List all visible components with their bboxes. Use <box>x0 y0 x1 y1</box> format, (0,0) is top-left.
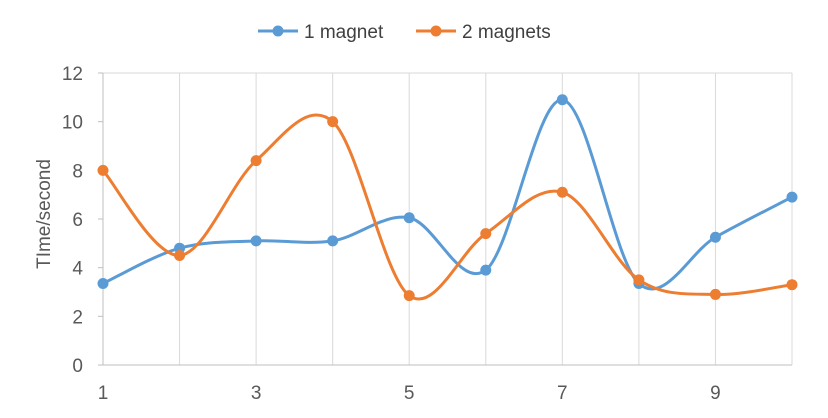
series-1 <box>97 94 798 291</box>
series-2-line <box>101 113 794 301</box>
gridlines <box>102 72 793 365</box>
x-axis-ticks: 1 3 5 7 9 <box>98 383 721 404</box>
y-axis-ticks: 0 2 4 6 8 10 12 <box>62 64 103 377</box>
y-tick-label-8: 8 <box>72 161 83 182</box>
y-tick-label-6: 6 <box>72 210 83 231</box>
x-tick-label-5: 5 <box>404 383 415 404</box>
legend: 1 magnet 2 magnets <box>258 22 551 43</box>
series-2-point-9 <box>709 288 721 300</box>
series-1-point-3 <box>250 235 262 247</box>
series-2-point-2 <box>174 250 186 261</box>
x-tick-label-3: 3 <box>251 383 262 404</box>
series-2-point-8 <box>633 274 645 286</box>
y-tick-label-4: 4 <box>72 259 83 280</box>
x-tick-label-7: 7 <box>557 383 568 404</box>
series-1-point-6 <box>480 264 492 276</box>
legend-item-1: 1 magnet <box>258 22 384 43</box>
series-2-point-3 <box>250 155 262 167</box>
axes <box>102 73 792 366</box>
series-1-point-5 <box>403 212 415 224</box>
y-tick-label-12: 12 <box>62 64 83 85</box>
legend-marker-1 <box>272 25 284 37</box>
series-2-point-6 <box>480 228 492 240</box>
series-layer <box>97 94 798 302</box>
series-2-point-4 <box>327 116 339 128</box>
series-1-point-10 <box>786 191 798 203</box>
y-tick-label-10: 10 <box>62 113 83 134</box>
series-2-point-1 <box>97 164 109 176</box>
y-axis-label: TIme/second <box>34 159 55 269</box>
legend-label-1: 1 magnet <box>304 22 384 43</box>
legend-item-2: 2 magnets <box>416 22 551 43</box>
series-2-point-10 <box>786 279 798 291</box>
series-2 <box>97 113 798 302</box>
series-1-point-1 <box>97 277 109 289</box>
x-tick-label-9: 9 <box>710 383 721 404</box>
series-1-point-7 <box>556 94 568 106</box>
series-1-point-4 <box>327 235 339 247</box>
series-1-line <box>101 98 794 291</box>
y-tick-label-0: 0 <box>72 356 83 377</box>
x-tick-label-1: 1 <box>98 383 109 404</box>
legend-label-2: 2 magnets <box>462 22 551 43</box>
series-2-point-7 <box>556 186 568 198</box>
y-tick-label-2: 2 <box>72 307 83 328</box>
series-1-point-9 <box>709 231 721 243</box>
legend-marker-2 <box>430 25 442 37</box>
series-2-point-5 <box>403 290 415 302</box>
